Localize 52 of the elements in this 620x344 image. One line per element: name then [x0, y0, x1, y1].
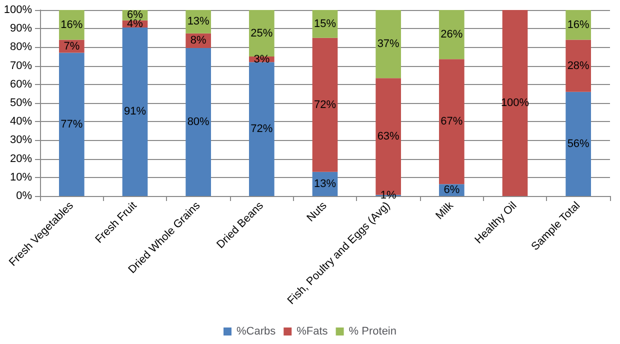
y-tick-label: 40%: [10, 116, 32, 128]
y-tick-label: 10%: [10, 171, 32, 184]
data-label: 6%: [444, 184, 460, 196]
bar: [439, 10, 464, 60]
bar: [566, 40, 591, 92]
bar: [312, 38, 338, 172]
bar: [376, 10, 401, 78]
data-label: 26%: [440, 28, 463, 41]
data-label: 67%: [440, 116, 463, 128]
bar: [122, 27, 148, 196]
data-label: 100%: [500, 97, 530, 109]
bar: [566, 10, 591, 40]
bar: [186, 48, 211, 196]
data-label: 25%: [250, 27, 273, 40]
x-tick-label: Nuts: [304, 199, 330, 224]
data-label: 7%: [64, 40, 80, 52]
y-tick-label: 90%: [10, 22, 32, 35]
y-tick-label: 70%: [10, 60, 32, 72]
data-label: 63%: [377, 130, 400, 142]
bar: [439, 59, 464, 184]
bar: [249, 62, 274, 196]
data-label: 4%: [127, 18, 144, 30]
bar: [502, 10, 528, 196]
data-label: 16%: [567, 18, 590, 31]
x-tick-label: Milk: [434, 199, 456, 222]
data-label: 15%: [314, 18, 336, 30]
y-tick-label: 30%: [10, 134, 32, 146]
y-tick-label: 100%: [4, 4, 32, 16]
legend-label: %Carbs: [236, 326, 276, 338]
data-label: 91%: [124, 106, 146, 118]
data-label: 3%: [254, 53, 270, 66]
legend-label: % Protein: [348, 326, 397, 338]
bar: [249, 10, 274, 56]
data-label: 28%: [567, 60, 590, 72]
data-label: 77%: [60, 118, 83, 130]
bar: [566, 92, 591, 196]
legend-label: %Fats: [296, 326, 328, 338]
y-tick-label: 50%: [10, 97, 32, 109]
data-label: 13%: [187, 16, 210, 28]
data-label: 72%: [314, 98, 336, 111]
data-label: 56%: [567, 138, 590, 150]
data-label: 72%: [250, 123, 273, 136]
data-label: 16%: [60, 18, 83, 31]
y-tick-label: 80%: [10, 41, 32, 54]
data-label: 37%: [377, 38, 400, 50]
data-label: 13%: [314, 178, 336, 190]
data-label: 80%: [187, 116, 210, 128]
y-tick-label: 0%: [16, 190, 32, 202]
y-tick-label: 60%: [10, 78, 32, 90]
data-label: 8%: [190, 34, 206, 47]
y-tick-label: 20%: [10, 152, 32, 165]
bar: [59, 52, 84, 196]
